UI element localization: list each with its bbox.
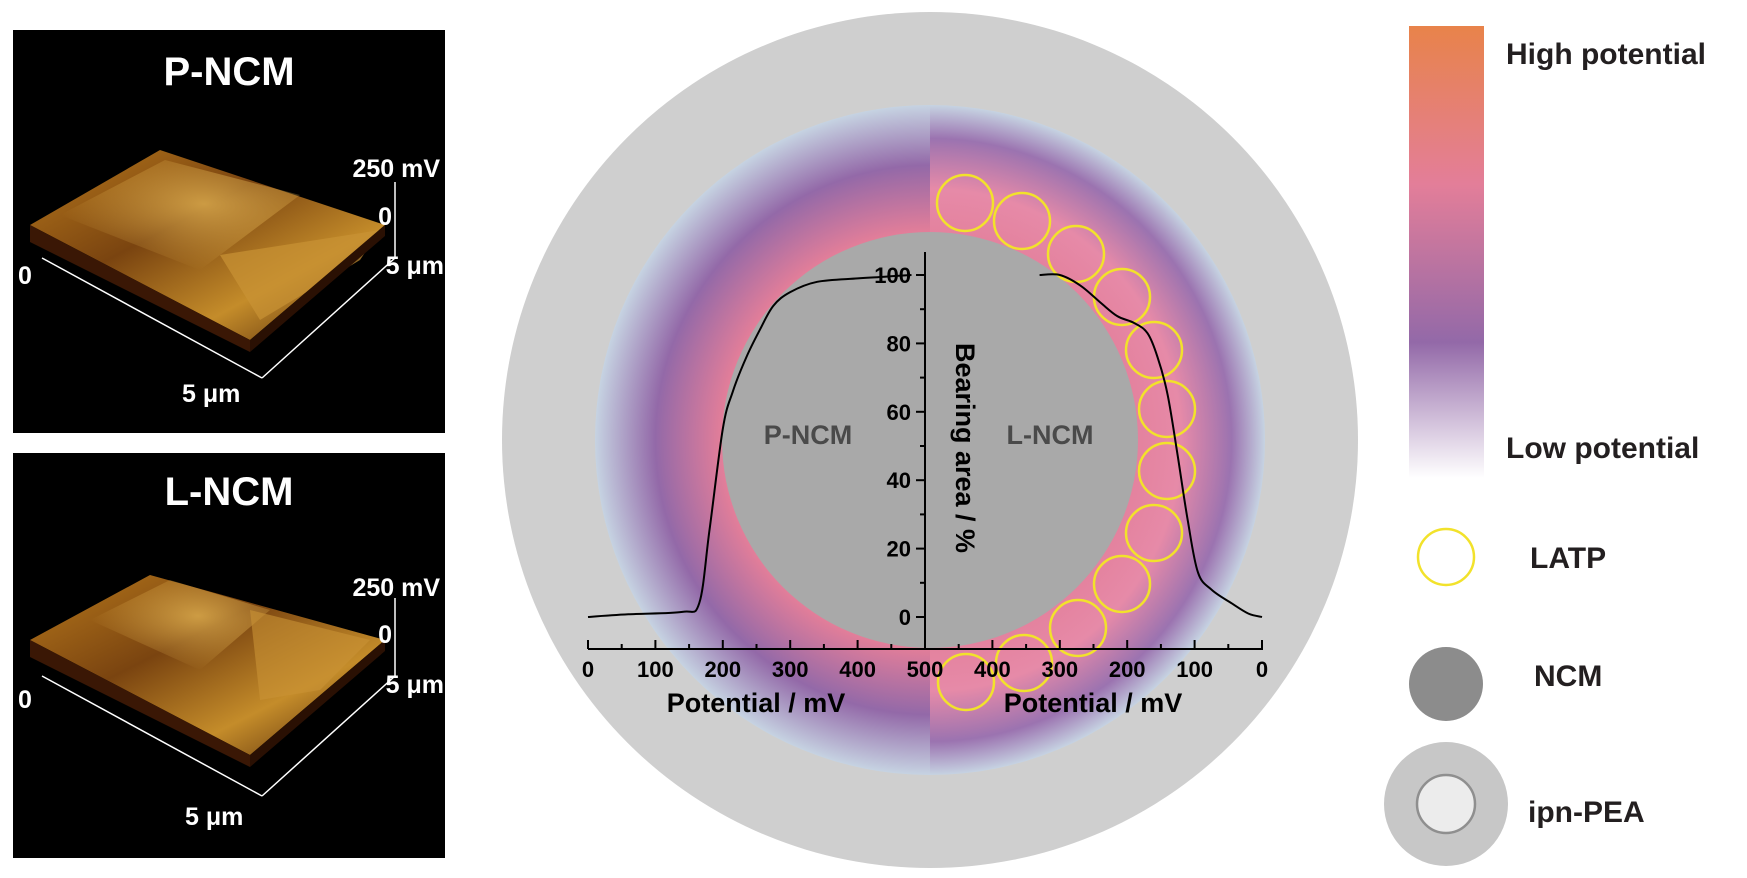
afm-panel-p-ncm: P-NCM 250 mV 0 0 5 μm 5 μm xyxy=(13,30,445,433)
x-tick-label: 200 xyxy=(704,657,741,682)
afm-z-label: 250 mV xyxy=(352,155,440,183)
ncm-core xyxy=(722,232,1138,648)
l-ncm-bearing-curve xyxy=(1039,273,1263,618)
x-tick-label: 400 xyxy=(974,657,1011,682)
x-tick-label: 100 xyxy=(637,657,674,682)
y-axis-label: Bearing area / % xyxy=(950,343,980,553)
afm-surface xyxy=(30,575,385,767)
x-tick-label: 500 xyxy=(907,657,944,682)
afm-x-label: 5 μm xyxy=(386,671,444,699)
p-ncm-label: P-NCM xyxy=(764,420,853,450)
x-tick-label: 100 xyxy=(1176,657,1213,682)
legend-ncm: NCM xyxy=(1534,660,1602,693)
afm-z-zero: 0 xyxy=(378,203,392,231)
l-ncm-label: L-NCM xyxy=(1007,420,1094,450)
afm-axes xyxy=(41,598,396,797)
x-tick-label: 300 xyxy=(1041,657,1078,682)
latp-particle xyxy=(1048,598,1108,658)
ipn-pea-legend-core xyxy=(1415,773,1477,835)
y-tick-label: 0 xyxy=(899,605,911,630)
y-tick-label: 80 xyxy=(887,331,911,356)
afm-origin: 0 xyxy=(18,262,32,290)
x-ticks: 0 100 200 300 400 500 400 300 200 100 0 xyxy=(582,640,1268,682)
x-tick-label: 400 xyxy=(839,657,876,682)
legend-ipn-pea: ipn-PEA xyxy=(1528,796,1645,829)
latp-particle xyxy=(1124,320,1184,380)
x-tick-label: 0 xyxy=(582,657,594,682)
x-tick-label: 200 xyxy=(1109,657,1146,682)
latp-particle xyxy=(936,652,996,712)
y-tick-label: 20 xyxy=(887,537,911,562)
legend-high-potential: High potential xyxy=(1506,38,1706,71)
latp-particles xyxy=(935,173,1197,712)
x-axis-label-right: Potential / mV xyxy=(1004,688,1183,718)
y-tick-label: 40 xyxy=(887,468,911,493)
afm-z-zero: 0 xyxy=(378,621,392,649)
latp-particle xyxy=(1124,503,1184,563)
latp-particle xyxy=(1092,554,1152,614)
afm-origin: 0 xyxy=(18,686,32,714)
latp-legend-icon xyxy=(1416,527,1476,587)
potential-gradient-bar xyxy=(1409,26,1484,478)
afm-z-label: 250 mV xyxy=(352,574,440,602)
afm-x-label: 5 μm xyxy=(386,252,444,280)
particle-diagram: P-NCM L-NCM 0 20 40 60 80 100 0 100 200 300 400 50… xyxy=(502,12,1358,868)
x-tick-label: 0 xyxy=(1256,657,1268,682)
afm-surface xyxy=(30,150,385,352)
afm-axes xyxy=(41,182,396,379)
latp-particle xyxy=(1137,379,1197,439)
afm-title: P-NCM xyxy=(163,50,294,94)
y-tick-label: 60 xyxy=(887,400,911,425)
p-ncm-bearing-curve xyxy=(587,274,912,618)
x-axis-label-left: Potential / mV xyxy=(667,688,846,718)
latp-particle xyxy=(994,633,1054,693)
afm-panel-l-ncm: L-NCM 250 mV 0 0 5 μm 5 μm xyxy=(13,453,445,858)
x-tick-label: 300 xyxy=(772,657,809,682)
latp-particle xyxy=(935,173,995,233)
afm-y-label: 5 μm xyxy=(182,380,240,408)
afm-title: L-NCM xyxy=(165,470,294,514)
latp-particle xyxy=(992,191,1052,251)
legend-low-potential: Low potential xyxy=(1506,432,1699,465)
legend: High potential Low potential LATP NCM ip… xyxy=(1384,26,1706,866)
latp-particle xyxy=(1137,441,1197,501)
ncm-legend-icon xyxy=(1409,647,1483,721)
afm-y-label: 5 μm xyxy=(185,803,243,831)
legend-latp: LATP xyxy=(1530,542,1606,575)
